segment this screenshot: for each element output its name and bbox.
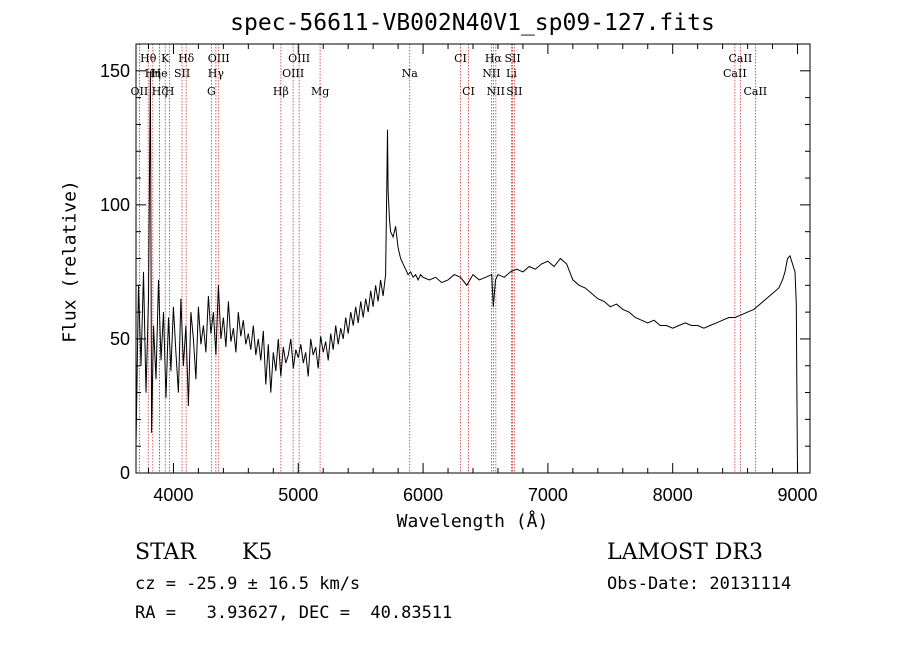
y-tick-label: 50 [110,329,130,349]
line-label: H [165,85,175,98]
axis-ticks: 4000 5000 6000 7000 8000 9000 0 50 100 150 [100,44,818,505]
line-label: He [152,67,168,80]
line-label: Hβ [273,85,289,98]
y-axis-label: Flux (relative) [59,180,81,343]
line-label: Hα [485,52,503,65]
x-tick-label: 9000 [777,485,817,505]
line-label: Hη [145,67,161,80]
line-label: OII [131,85,149,98]
line-label: SII [506,85,522,98]
y-tick-label: 100 [100,195,130,215]
x-tick-label: 5000 [278,485,318,505]
line-label: CaII [729,52,753,65]
spectrum-line [135,70,798,474]
line-label: CI [462,85,475,98]
y-tick-label: 0 [120,463,130,483]
line-label: OIII [208,52,230,65]
line-label: CaII [743,85,767,98]
x-tick-label: 6000 [403,485,443,505]
line-markers [138,44,756,473]
line-label: Hδ [178,52,195,65]
line-label: Mg [311,85,329,98]
line-label: K [161,52,170,65]
line-label: NII [482,67,500,80]
line-label: Hγ [208,67,225,80]
y-tick-label: 150 [100,61,130,81]
line-label: SII [504,52,520,65]
line-label: Li [506,67,517,80]
object-class: STAR [135,540,196,565]
line-label: OIII [288,52,310,65]
line-label: Hθ [140,52,157,65]
line-label: CaII [723,67,747,80]
line-label: G [207,85,216,98]
plot-frame [135,43,811,474]
line-label: OIII [282,67,304,80]
x-tick-label: 4000 [153,485,193,505]
line-label: SII [174,67,190,80]
line-label: NII [487,85,505,98]
survey-name: LAMOST DR3 [607,540,763,565]
line-label: CI [454,52,467,65]
x-axis-label: Wavelength (Å) [396,511,549,532]
obs-date: Obs-Date: 20131114 [607,574,792,594]
coordinates: RA = 3.93627, DEC = 40.83511 [135,603,453,623]
line-label: Na [402,67,419,80]
x-tick-label: 8000 [653,485,693,505]
redshift-readout: cz = -25.9 ± 16.5 km/s [135,574,361,594]
line-label: Hζ [152,85,168,98]
chart-title: spec-56611-VB002N40V1_sp09-127.fits [230,10,715,36]
x-tick-label: 7000 [528,485,568,505]
object-subclass: K5 [242,540,273,565]
